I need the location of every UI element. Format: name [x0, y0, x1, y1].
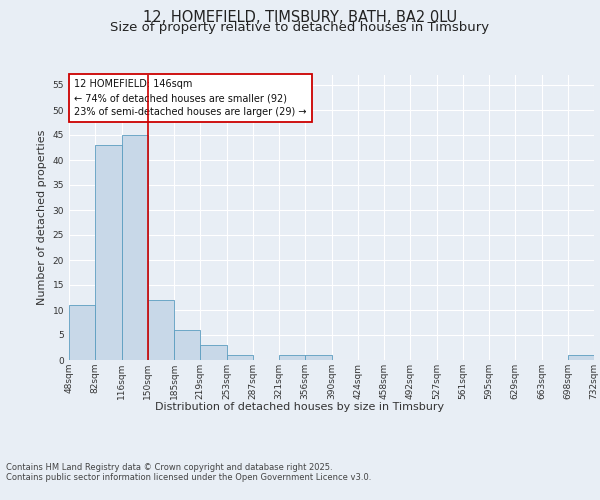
- Bar: [305, 355, 331, 360]
- Bar: [568, 355, 594, 360]
- Bar: [174, 330, 200, 360]
- Bar: [121, 135, 148, 360]
- Y-axis label: Number of detached properties: Number of detached properties: [37, 130, 47, 305]
- Text: 12 HOMEFIELD: 146sqm
← 74% of detached houses are smaller (92)
23% of semi-detac: 12 HOMEFIELD: 146sqm ← 74% of detached h…: [74, 80, 307, 118]
- Text: Distribution of detached houses by size in Timsbury: Distribution of detached houses by size …: [155, 402, 445, 412]
- Bar: [279, 355, 305, 360]
- Text: Contains HM Land Registry data © Crown copyright and database right 2025.: Contains HM Land Registry data © Crown c…: [6, 462, 332, 471]
- Bar: [227, 355, 253, 360]
- Text: Contains public sector information licensed under the Open Government Licence v3: Contains public sector information licen…: [6, 472, 371, 482]
- Bar: [148, 300, 174, 360]
- Text: Size of property relative to detached houses in Timsbury: Size of property relative to detached ho…: [110, 21, 490, 34]
- Bar: [95, 145, 121, 360]
- Text: 12, HOMEFIELD, TIMSBURY, BATH, BA2 0LU: 12, HOMEFIELD, TIMSBURY, BATH, BA2 0LU: [143, 10, 457, 25]
- Bar: [69, 305, 95, 360]
- Bar: [200, 345, 227, 360]
